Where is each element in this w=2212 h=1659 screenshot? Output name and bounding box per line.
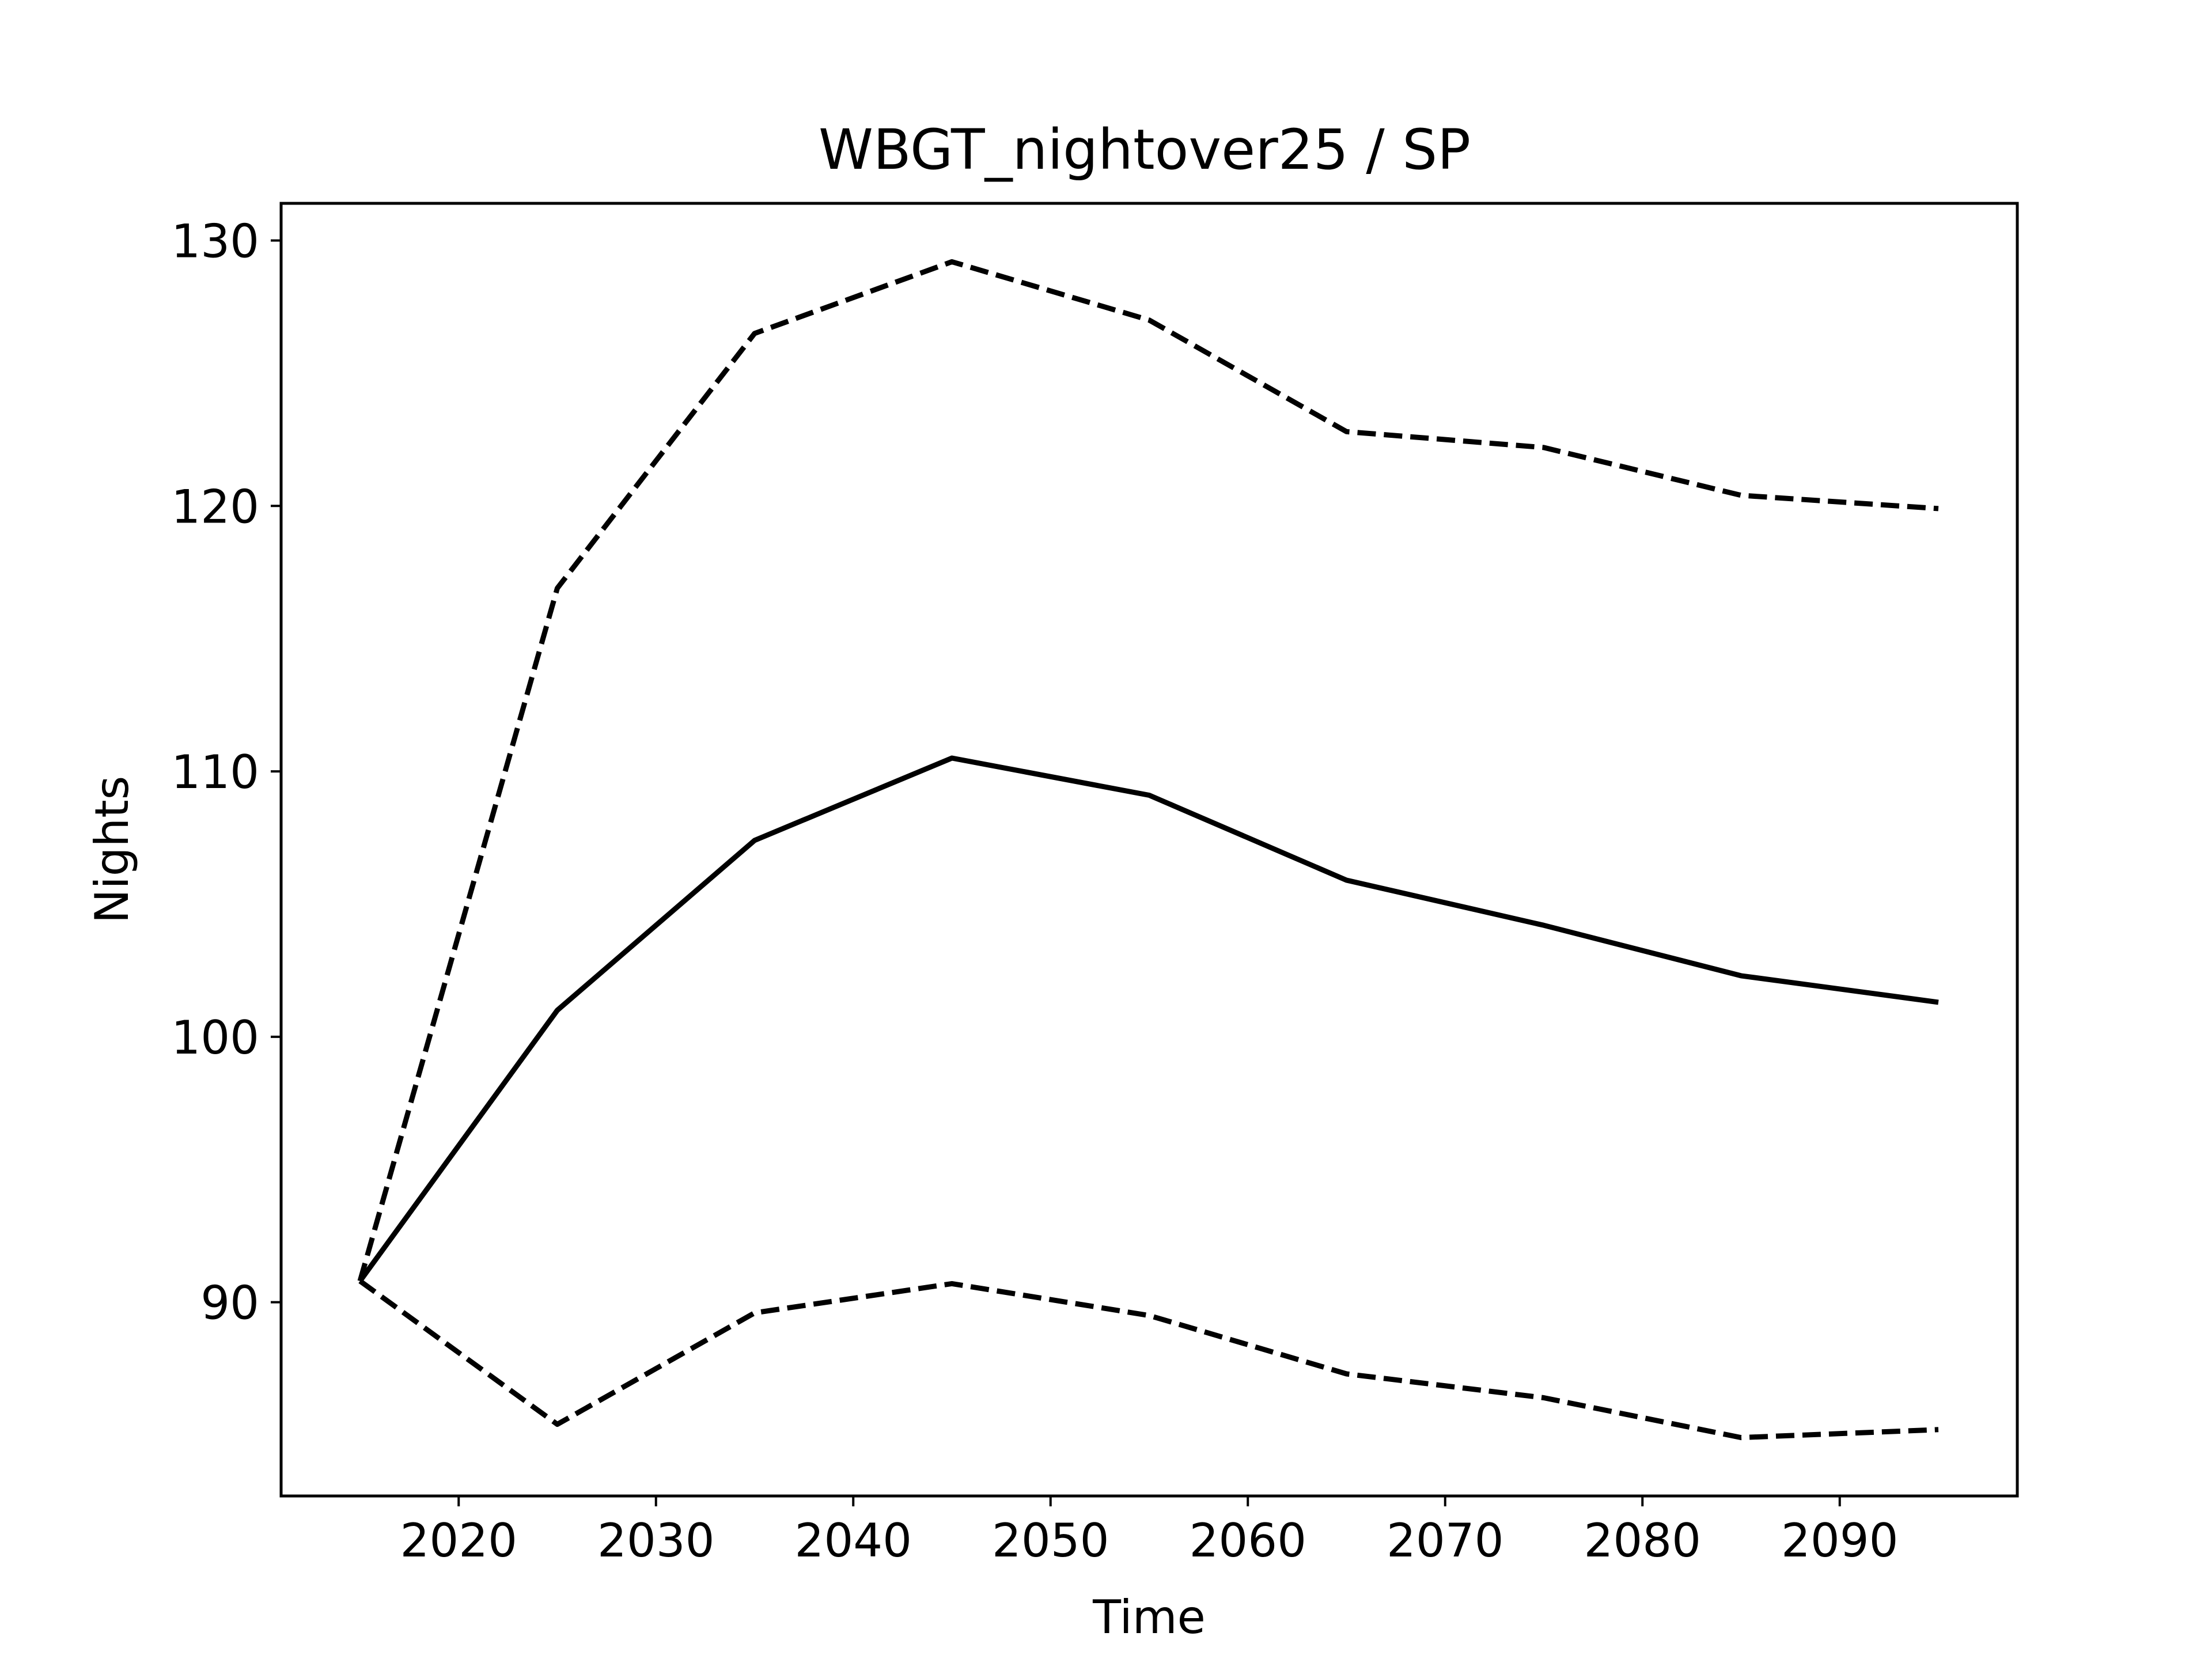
x-tick-label: 2070	[1387, 1514, 1504, 1567]
chart-title: WBGT_nightover25 / SP	[819, 118, 1471, 182]
y-tick-label: 90	[200, 1277, 259, 1330]
series-line-3	[358, 1279, 1939, 1441]
y-axis: 90 100 110 120 130	[171, 215, 281, 1330]
x-tick-label: 2060	[1189, 1514, 1306, 1567]
x-axis-label: Time	[1092, 1590, 1206, 1644]
x-tick-label: 2050	[992, 1514, 1109, 1567]
series-layer	[357, 259, 1939, 1441]
x-tick-label: 2030	[597, 1514, 715, 1567]
y-tick-label: 110	[171, 745, 259, 799]
plot-area: 2020 2030 2040 2050 2060 2070 2080 2090 90 100 11…	[171, 202, 2019, 1567]
series-line-2	[357, 259, 1939, 1282]
x-axis: 2020 2030 2040 2050 2060 2070 2080 2090	[400, 1496, 1899, 1567]
series-line-1	[358, 755, 1939, 1283]
x-tick-label: 2020	[400, 1514, 517, 1567]
y-tick-label: 100	[171, 1011, 259, 1065]
y-axis-label: Nights	[85, 776, 139, 924]
y-tick-label: 130	[171, 215, 259, 268]
y-tick-label: 120	[171, 480, 259, 533]
x-tick-label: 2080	[1584, 1514, 1701, 1567]
x-tick-label: 2090	[1781, 1514, 1899, 1567]
x-tick-label: 2040	[794, 1514, 912, 1567]
plot-frame	[279, 202, 2019, 1498]
